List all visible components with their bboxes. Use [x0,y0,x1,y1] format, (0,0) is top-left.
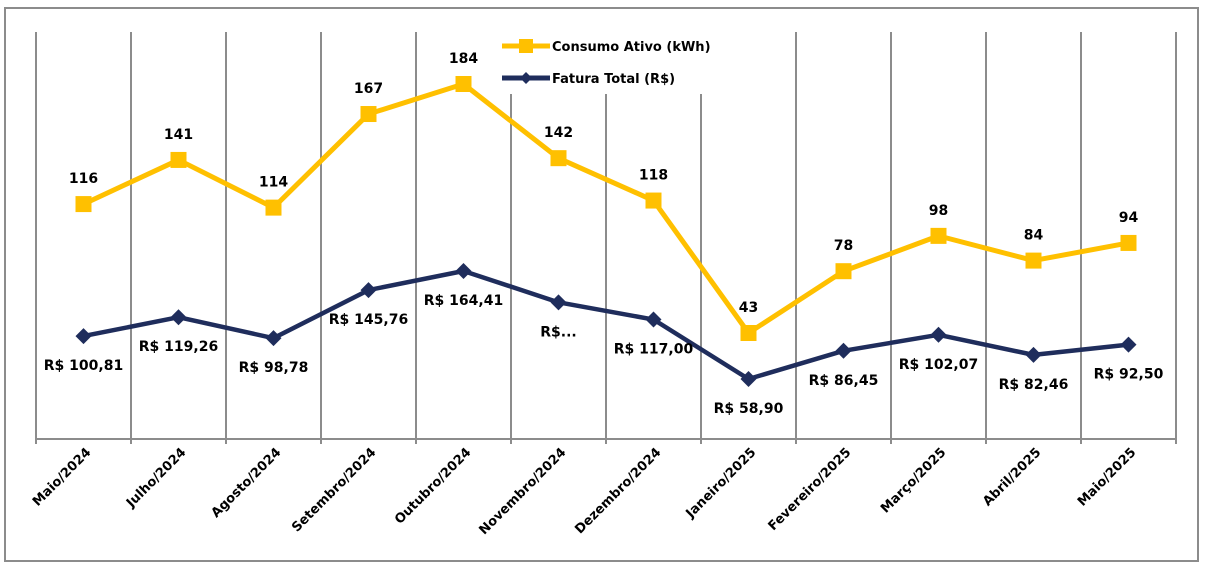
fatura-data-label: R$ 164,41 [424,293,503,309]
fatura-marker-diamond-icon [550,294,567,311]
fatura-data-label: R$ 92,50 [1094,367,1164,383]
x-tick-label: Agosto/2024 [209,445,285,521]
fatura-data-label: R$ 58,90 [714,401,784,417]
fatura-marker-diamond-icon [930,326,947,343]
x-tick-label: Outubro/2024 [392,445,474,527]
x-tick-label: Dezembro/2024 [572,445,664,537]
x-tick-label: Julho/2024 [123,445,189,511]
consumo-data-label: 184 [449,51,478,67]
fatura-marker-diamond-icon [75,328,92,345]
fatura-data-label: R$ 145,76 [329,312,408,328]
legend-label-consumo: Consumo Ativo (kWh) [552,40,711,55]
consumo-data-label: 141 [164,127,193,143]
consumo-marker-square-icon [1120,234,1137,251]
consumo-data-label: 142 [544,125,573,141]
consumo-marker-square-icon [550,150,567,167]
consumo-line [82,81,1129,336]
x-tick-label: Fevereiro/2025 [766,445,855,534]
consumo-data-label: 84 [1024,228,1044,244]
x-tick-label: Abril/2025 [980,445,1044,509]
fatura-marker-diamond-icon [740,371,757,387]
chart-frame [4,7,1199,562]
consumo-marker-square-icon [455,76,472,92]
consumo-marker-square-icon [835,263,852,280]
fatura-data-label: R$ 82,46 [999,377,1069,393]
x-tick-label: Setembro/2024 [289,445,379,535]
x-tick-label: Maio/2025 [1075,445,1139,509]
consumo-data-label: 167 [354,81,383,97]
fatura-marker-diamond-icon [265,330,282,347]
legend: Consumo Ativo (kWh) Fatura Total (R$) [495,30,711,94]
consumo-data-label: 118 [639,168,668,184]
fatura-data-label: R$ 100,81 [44,358,123,374]
consumo-data-label: 98 [929,203,948,219]
data-labels: 116 141 114 167 184 142 118 43 78 98 84 94 R$ 100,81… [44,51,1164,417]
x-tick-label: Maio/2024 [30,445,94,509]
legend-marker-square-icon [519,39,533,53]
consumo-data-label: 114 [259,175,288,191]
consumo-marker-square-icon [170,151,187,168]
series-lines [82,81,1129,382]
markers [75,76,1137,387]
legend-marker-diamond-icon [520,72,532,84]
fatura-marker-diamond-icon [170,309,187,326]
consumo-marker-square-icon [265,199,282,216]
consumo-data-label: 116 [69,171,98,187]
consumo-marker-square-icon [360,106,377,123]
consumo-marker-square-icon [930,227,947,244]
fatura-marker-diamond-icon [455,263,472,279]
x-tick-label: Janeiro/2025 [683,445,760,522]
fatura-data-label: R$ 119,26 [139,339,218,355]
fatura-marker-diamond-icon [1025,346,1042,363]
consumo-data-label: 43 [739,300,758,316]
x-axis-labels: Maio/2024 Julho/2024 Agosto/2024 Setembro/2… [30,445,1139,538]
fatura-data-label: R$ 86,45 [809,373,879,389]
fatura-marker-diamond-icon [360,282,377,299]
consumo-marker-square-icon [645,192,662,209]
consumo-marker-square-icon [1025,252,1042,269]
x-tick-label: Novembro/2024 [477,445,570,538]
legend-item-consumo[interactable]: Consumo Ativo (kWh) [502,39,711,55]
fatura-line [83,268,1129,382]
legend-item-fatura[interactable]: Fatura Total (R$) [502,72,675,87]
legend-label-fatura: Fatura Total (R$) [552,72,675,87]
fatura-data-label: R$ 98,78 [239,360,309,376]
fatura-data-label: R$ 117,00 [614,342,694,358]
consumo-data-label: 94 [1119,210,1139,226]
consumo-data-label: 78 [834,238,853,254]
fatura-marker-diamond-icon [645,311,662,328]
fatura-data-label: R$ 102,07 [899,357,978,373]
consumo-marker-square-icon [740,325,757,341]
fatura-marker-diamond-icon [835,342,852,359]
fatura-marker-diamond-icon [1120,336,1137,353]
fatura-data-label: R$... [540,324,576,340]
x-tick-label: Março/2025 [878,445,949,516]
gridlines [35,32,1177,444]
consumo-marker-square-icon [75,196,92,213]
